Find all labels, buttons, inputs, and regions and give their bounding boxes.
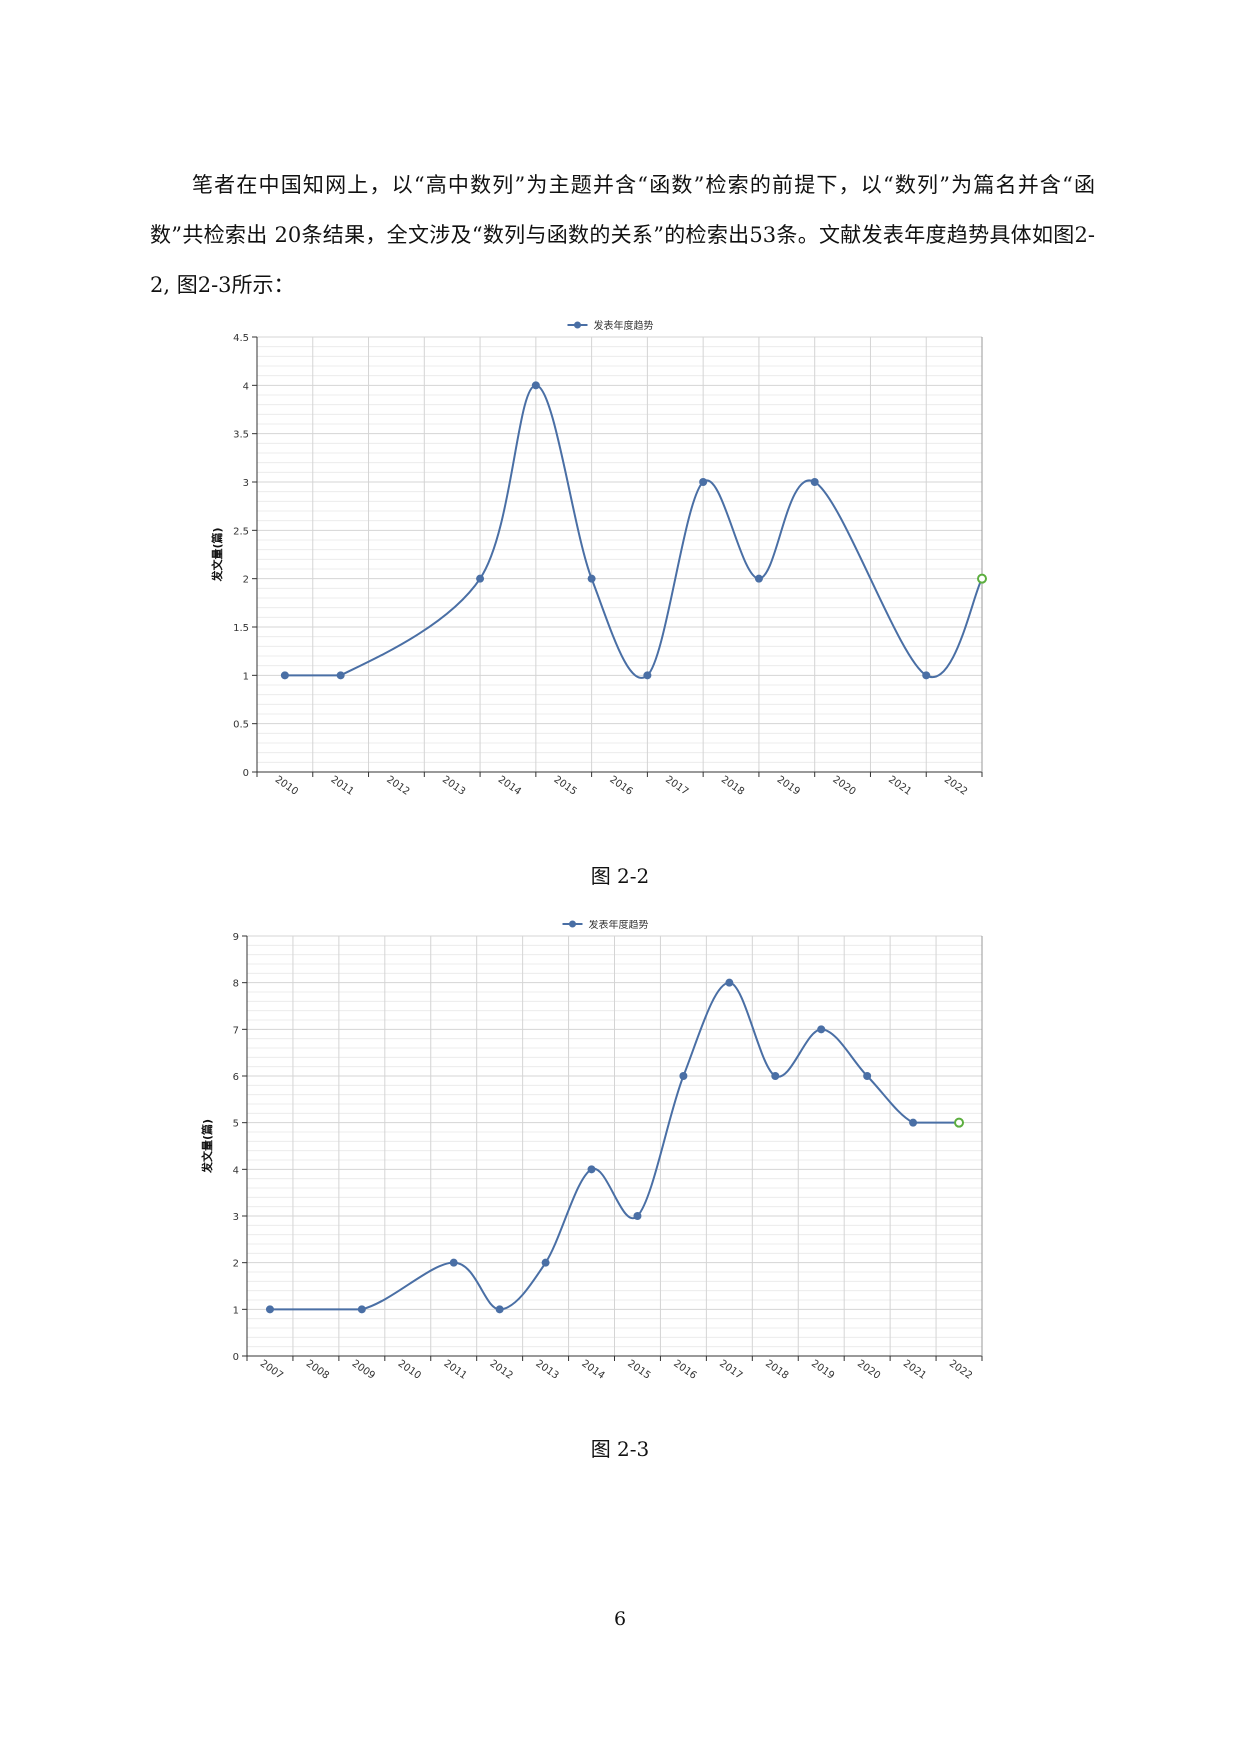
x-tick-label: 2019 [809, 1358, 836, 1382]
y-tick-label: 1.5 [233, 623, 249, 634]
figure-caption-2-3: 图 2-3 [590, 1437, 650, 1461]
x-tick-label: 2007 [258, 1358, 285, 1382]
y-tick-label: 2.5 [233, 526, 249, 537]
x-tick-label: 2013 [440, 774, 467, 798]
y-tick-label: 6 [233, 1072, 239, 1083]
y-tick-label: 3 [233, 1212, 239, 1223]
chart-group: 0 1 2 3 4 5 6 7 8 9 2007 2008 2009 2010 2011 2012 2013 20… [200, 920, 983, 1382]
x-tick-label: 2018 [719, 774, 746, 798]
data-point [633, 1212, 642, 1220]
y-tick-label: 4 [243, 381, 249, 392]
y-tick-label: 3 [243, 478, 249, 489]
legend-marker [569, 920, 576, 928]
x-tick-label: 2014 [496, 774, 523, 798]
x-tick-label: 2018 [763, 1358, 790, 1382]
x-tick-label: 2015 [552, 774, 579, 798]
data-point [817, 1025, 826, 1034]
body-paragraph: 笔者在中国知网上，以“高中数列”为主题并含“函数”检索的前提下，以“数列”为篇名… [150, 160, 1095, 310]
x-tick-label: 2017 [663, 774, 690, 798]
x-tick-label: 2014 [579, 1358, 606, 1382]
data-point [679, 1072, 688, 1080]
data-point [643, 671, 652, 680]
series-line [284, 384, 983, 679]
data-point [495, 1305, 504, 1314]
y-tick-label: 7 [233, 1025, 239, 1036]
x-tick-label: 2016 [607, 774, 634, 798]
data-point [449, 1258, 458, 1267]
data-point [754, 574, 763, 583]
chart-2-2: 0 0.5 1 1.5 2 2.5 3 3.5 4 4.5 2010 2011 2012 2013 2014… [210, 319, 987, 798]
data-point [909, 1118, 918, 1127]
data-point [476, 574, 485, 583]
chart-2-3: 0 1 2 3 4 5 6 7 8 9 2007 2008 2009 2010 2011 2012 2013 20… [200, 920, 983, 1382]
x-tick-label: 2022 [947, 1358, 974, 1382]
data-point [280, 671, 289, 680]
chart-group: 0 0.5 1 1.5 2 2.5 3 3.5 4 4.5 2010 2011 2012 2013 2014… [210, 319, 987, 798]
data-point [810, 478, 819, 486]
x-tick-label: 2010 [273, 774, 300, 798]
data-point-last [977, 573, 987, 584]
x-tick-label: 2012 [488, 1358, 515, 1382]
x-tick-label: 2019 [775, 774, 802, 798]
y-axis-label: 发文量(篇) [200, 1119, 214, 1174]
data-point [699, 478, 708, 486]
y-tick-label: 8 [233, 979, 239, 990]
y-tick-label: 0.5 [233, 720, 249, 731]
legend-marker [574, 321, 581, 329]
y-tick-label: 2 [233, 1259, 239, 1270]
legend-label: 发表年度趋势 [589, 920, 649, 931]
y-axis-label: 发文量(篇) [210, 527, 224, 582]
figure-caption-2-2: 图 2-2 [590, 864, 650, 888]
x-tick-label: 2016 [671, 1358, 698, 1382]
y-tick-label: 4 [233, 1165, 239, 1176]
data-point [336, 671, 345, 680]
y-tick-label: 1 [243, 671, 249, 682]
x-tick-label: 2022 [942, 774, 969, 798]
data-point-last [954, 1117, 965, 1128]
x-tick-label: 2010 [396, 1358, 423, 1382]
data-point [265, 1305, 274, 1314]
data-point [587, 574, 596, 583]
y-tick-label: 9 [233, 932, 239, 943]
data-point [725, 978, 734, 987]
y-tick-label: 0 [243, 768, 249, 779]
paragraph-text: 笔者在中国知网上，以“高中数列”为主题并含“函数”检索的前提下，以“数列”为篇名… [150, 173, 1095, 297]
data-point [922, 671, 931, 680]
y-tick-label: 3.5 [233, 430, 249, 441]
y-tick-label: 4.5 [233, 333, 249, 344]
y-tick-label: 5 [233, 1119, 239, 1130]
x-tick-label: 2013 [533, 1358, 560, 1382]
x-tick-label: 2008 [304, 1358, 331, 1382]
x-tick-label: 2021 [901, 1358, 928, 1382]
legend-label: 发表年度趋势 [594, 319, 654, 332]
figure-2-3: 0 1 2 3 4 5 6 7 8 9 2007 2008 2009 2010 2011 2012 2013 20… [0, 920, 1240, 1400]
x-tick-label: 2017 [717, 1358, 744, 1382]
x-tick-label: 2015 [625, 1358, 652, 1382]
y-tick-label: 2 [243, 575, 249, 586]
x-tick-label: 2020 [855, 1358, 882, 1382]
data-point [357, 1305, 366, 1314]
data-point [587, 1165, 596, 1174]
x-tick-label: 2011 [442, 1358, 469, 1382]
data-point [531, 381, 540, 390]
x-tick-label: 2009 [350, 1358, 377, 1382]
data-point [863, 1072, 872, 1080]
y-tick-label: 1 [233, 1305, 239, 1316]
page-number: 6 [613, 1608, 627, 1630]
figure-2-2: 0 0.5 1 1.5 2 2.5 3 3.5 4 4.5 2010 2011 2012 2013 2014… [0, 312, 1240, 832]
x-tick-label: 2021 [886, 774, 913, 798]
data-point [771, 1072, 780, 1080]
x-tick-label: 2012 [384, 774, 411, 798]
y-tick-label: 0 [233, 1352, 239, 1363]
data-point [541, 1258, 550, 1267]
x-tick-label: 2011 [329, 774, 356, 798]
x-tick-label: 2020 [830, 774, 857, 798]
